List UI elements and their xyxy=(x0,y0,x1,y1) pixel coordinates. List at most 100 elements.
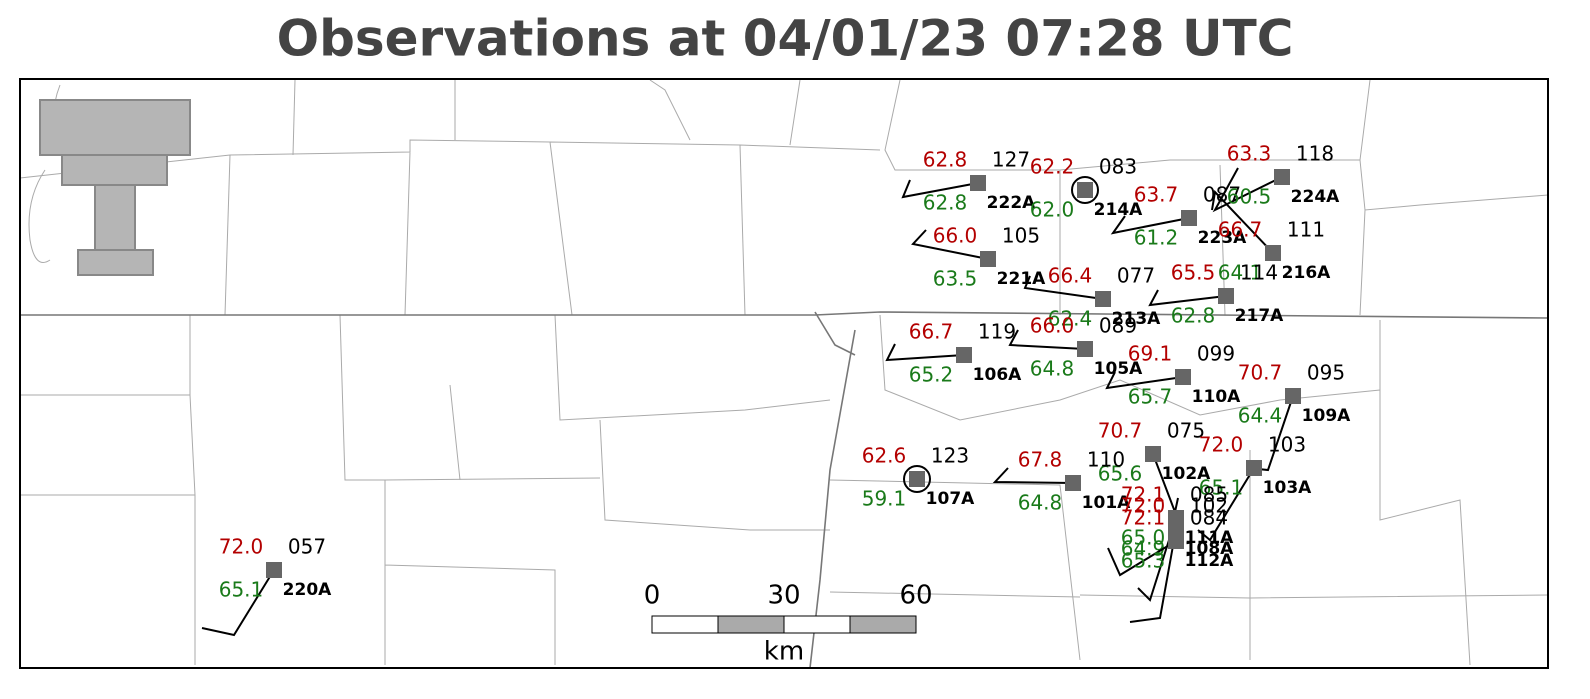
pressure: 089 xyxy=(1099,314,1137,338)
dewpoint: 62.8 xyxy=(1171,304,1216,328)
wind-barb xyxy=(1105,371,1184,390)
dewpoint: 65.1 xyxy=(219,578,264,602)
station-id: 220A xyxy=(283,580,332,600)
wind-barb xyxy=(1023,275,1104,300)
wind-barb xyxy=(992,467,1074,484)
station-id: 216A xyxy=(1282,263,1331,283)
scale-tick-label: 30 xyxy=(767,581,800,611)
pressure: 123 xyxy=(931,444,969,468)
dewpoint: 61.2 xyxy=(1134,226,1179,250)
station-marker xyxy=(980,251,996,267)
map-frame xyxy=(19,78,1549,669)
pressure: 077 xyxy=(1117,264,1155,288)
pressure: 083 xyxy=(1099,155,1137,179)
station-marker xyxy=(1077,182,1093,198)
dewpoint: 64.8 xyxy=(1018,491,1063,515)
map-title: Observations at 04/01/23 07:28 UTC xyxy=(277,10,1294,68)
temperature: 72.0 xyxy=(219,535,264,559)
pressure: 118 xyxy=(1296,142,1334,166)
station-marker xyxy=(1218,288,1234,304)
temperature: 65.5 xyxy=(1171,261,1216,285)
dewpoint: 62.4 xyxy=(1048,307,1093,331)
station-id: 221A xyxy=(997,269,1046,289)
dewpoint: 60.5 xyxy=(1227,185,1272,209)
dewpoint: 64.8 xyxy=(1030,357,1075,381)
temperature: 72.1 xyxy=(1121,483,1166,507)
wind-barb xyxy=(911,229,989,260)
temperature: 66.7 xyxy=(1218,218,1263,242)
station-id: 214A xyxy=(1094,200,1143,220)
station-marker xyxy=(1065,475,1081,491)
station-id: 109A xyxy=(1302,406,1351,426)
dewpoint: 64.9 xyxy=(1121,537,1166,561)
wind-barb xyxy=(1212,167,1283,213)
station-id: 107A xyxy=(926,489,975,509)
pressure: 084 xyxy=(1190,506,1228,530)
dewpoint: 65.6 xyxy=(1098,462,1143,486)
pressure: 103 xyxy=(1268,433,1306,457)
station-id: 105A xyxy=(1094,359,1143,379)
station-id: 102A xyxy=(1162,464,1211,484)
station-marker xyxy=(1168,533,1184,549)
pressure: 087 xyxy=(1203,183,1241,207)
temperature: 69.1 xyxy=(1128,342,1173,366)
scale-bar: 0 30 60 km xyxy=(644,581,933,667)
station-id: 103A xyxy=(1263,478,1312,498)
station-id: 224A xyxy=(1291,187,1340,207)
pressure: 095 xyxy=(1307,361,1345,385)
station-marker xyxy=(909,471,925,487)
dewpoint: 65.0 xyxy=(1121,526,1166,550)
station-id: 111A xyxy=(1185,528,1234,548)
scale-segment xyxy=(651,615,719,634)
scale-segment xyxy=(717,615,785,634)
station-id: 222A xyxy=(987,193,1036,213)
scale-tick-label: 0 xyxy=(644,581,661,611)
station-id: 108A xyxy=(1185,539,1234,559)
station-marker xyxy=(1181,210,1197,226)
temperature: 66.7 xyxy=(909,320,954,344)
dewpoint: 65.1 xyxy=(1199,476,1244,500)
wind-barb xyxy=(1197,467,1255,542)
station-id: 110A xyxy=(1192,387,1241,407)
dewpoint: 64.1 xyxy=(1218,261,1263,285)
logo xyxy=(39,99,191,276)
station-marker xyxy=(1274,169,1290,185)
station-id: 223A xyxy=(1198,228,1247,248)
temperature: 72.0 xyxy=(1199,433,1244,457)
station-marker xyxy=(970,175,986,191)
temperature: 62.6 xyxy=(862,444,907,468)
scale-tick-label: 60 xyxy=(899,581,932,611)
pressure: 102 xyxy=(1190,494,1228,518)
pressure: 114 xyxy=(1240,261,1278,285)
station-marker xyxy=(956,347,972,363)
wind-barb xyxy=(1110,215,1190,235)
dewpoint: 65.7 xyxy=(1128,385,1173,409)
pressure: 105 xyxy=(1002,224,1040,248)
calm-circle xyxy=(1071,176,1099,204)
station-id: 106A xyxy=(973,365,1022,385)
wind-barb xyxy=(1148,289,1227,307)
temperature: 62.2 xyxy=(1030,155,1075,179)
dewpoint: 62.0 xyxy=(1030,198,1075,222)
station-id: 101A xyxy=(1082,493,1131,513)
station-marker xyxy=(1077,341,1093,357)
dewpoint: 62.8 xyxy=(923,191,968,215)
temperature: 66.0 xyxy=(1030,314,1075,338)
station-marker xyxy=(266,562,282,578)
pressure: 110 xyxy=(1087,448,1125,472)
pressure: 075 xyxy=(1167,419,1205,443)
pressure: 057 xyxy=(288,535,326,559)
station-marker xyxy=(1175,369,1191,385)
wind-barb xyxy=(1211,189,1274,254)
wind-barb xyxy=(901,179,979,199)
station-marker xyxy=(1285,388,1301,404)
calm-circle xyxy=(903,465,931,493)
temperature: 67.8 xyxy=(1018,448,1063,472)
pressure: 127 xyxy=(992,148,1030,172)
temperature: 62.8 xyxy=(923,148,968,172)
temperature: 72.0 xyxy=(1121,494,1166,518)
pressure: 099 xyxy=(1197,342,1235,366)
